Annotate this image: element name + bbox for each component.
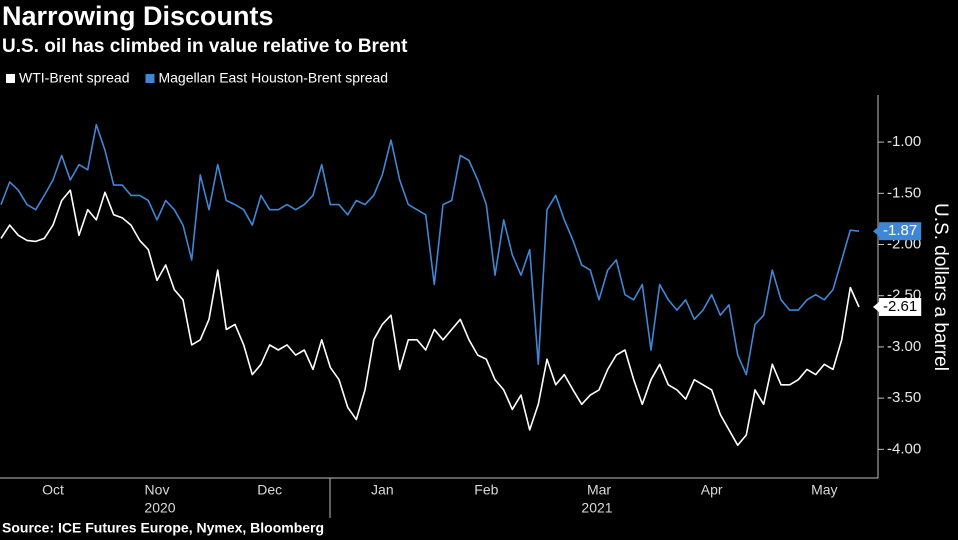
chart-subtitle: U.S. oil has climbed in value relative t… (2, 36, 408, 57)
end-label-box (879, 222, 922, 241)
y-tick-label: -3.50 (887, 389, 921, 406)
y-tick-label: -4.00 (887, 440, 921, 457)
legend-swatch (6, 74, 15, 83)
end-label: -2.61 (873, 297, 922, 316)
end-label-pointer (873, 301, 879, 312)
y-axis-title: U.S. dollars a barrel (930, 203, 951, 371)
y-tick-label: -3.00 (887, 338, 921, 355)
legend-label: Magellan East Houston-Brent spread (158, 70, 388, 86)
x-tick-label: Mar (587, 482, 611, 498)
x-tick-label: Jan (371, 482, 394, 498)
x-tick-label: Apr (701, 482, 723, 498)
x-tick-label: Feb (474, 482, 498, 498)
end-label-pointer (873, 226, 879, 237)
legend-label: WTI-Brent spread (19, 70, 129, 86)
x-tick-label: Dec (257, 482, 282, 498)
series-line (0, 189, 860, 446)
year-label: 2021 (581, 500, 612, 516)
end-label-box (879, 297, 922, 316)
x-tick-label: Oct (42, 482, 64, 498)
x-tick-label: Nov (145, 482, 170, 498)
end-label-text: -1.87 (883, 222, 917, 239)
series-line (0, 123, 860, 376)
x-tick-label: May (811, 482, 837, 498)
chart-title: Narrowing Discounts (2, 1, 274, 31)
legend-swatch (145, 74, 155, 83)
end-label-text: -2.61 (883, 298, 917, 315)
source: Source: ICE Futures Europe, Nymex, Bloom… (2, 520, 324, 536)
year-label: 2020 (144, 500, 175, 516)
end-label: -1.87 (873, 222, 922, 241)
y-tick-label: -1.50 (887, 184, 921, 201)
y-tick-label: -1.00 (887, 133, 921, 150)
